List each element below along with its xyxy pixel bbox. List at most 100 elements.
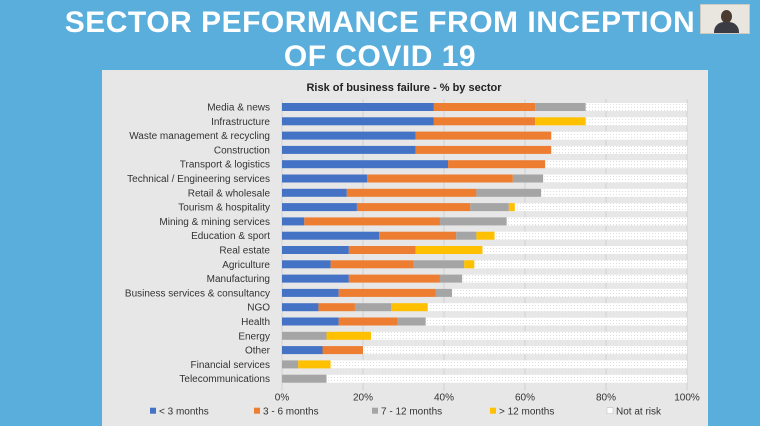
bar-segment — [456, 231, 477, 240]
bar-segment — [476, 231, 495, 240]
category-label: Health — [241, 317, 270, 328]
bar-segment — [439, 274, 463, 283]
bar-segment — [551, 131, 687, 140]
bar-segment — [282, 203, 357, 212]
category-label: Retail & wholesale — [188, 188, 271, 199]
bar-segment — [282, 145, 416, 154]
category-label: Construction — [214, 145, 270, 156]
bar-segment — [282, 246, 349, 254]
bar-segment — [391, 303, 428, 312]
bar-segment — [415, 246, 483, 254]
presenter-body — [714, 22, 739, 33]
bar-segment — [494, 231, 687, 240]
bar-segment — [508, 203, 515, 212]
category-label: Transport & logistics — [180, 160, 270, 171]
x-tick-label: 80% — [596, 393, 616, 404]
bar-segment — [585, 103, 687, 111]
bar-segment — [433, 103, 536, 111]
chart-panel: Risk of business failure - % by sector M… — [102, 70, 708, 426]
category-label: Energy — [238, 331, 270, 342]
legend-label: 7 - 12 months — [381, 407, 442, 418]
bar-segment — [338, 317, 398, 326]
bar-segment — [543, 174, 687, 183]
bar-segment — [282, 131, 416, 140]
legend-label: > 12 months — [499, 407, 554, 418]
bar-segment — [379, 231, 457, 240]
bar-segment — [282, 360, 299, 369]
bar-segment — [462, 274, 687, 283]
bar-segment — [330, 260, 414, 269]
bar-segment — [282, 274, 349, 283]
legend-label: 3 - 6 months — [263, 407, 319, 418]
legend-swatch — [372, 407, 378, 414]
bar-segment — [356, 203, 471, 212]
bar-segment — [282, 160, 449, 169]
bar-segment — [397, 317, 426, 326]
category-label: Waste management & recycling — [129, 131, 270, 142]
bar-segment — [427, 303, 687, 312]
legend-swatch — [490, 407, 496, 414]
bar-segment — [326, 331, 372, 340]
bar-segment — [282, 331, 327, 340]
bar-segment — [415, 131, 552, 140]
bar-segment — [448, 160, 546, 169]
legend-label: < 3 months — [159, 407, 209, 418]
bar-segment — [413, 260, 465, 269]
bar-segment — [470, 203, 509, 212]
bar-segment — [348, 274, 440, 283]
bar-segment — [282, 174, 368, 183]
x-tick-label: 100% — [674, 393, 700, 404]
bar-segment — [282, 117, 434, 126]
bar-segment — [415, 145, 552, 154]
bar-segment — [298, 360, 331, 369]
presenter-webcam-thumbnail — [700, 4, 750, 34]
bar-segment — [282, 231, 380, 240]
bar-segment — [512, 174, 544, 183]
category-label: Agriculture — [222, 260, 270, 271]
bar-segment — [535, 103, 586, 111]
risk-chart: Risk of business failure - % by sector M… — [102, 70, 708, 426]
legend-swatch — [150, 407, 156, 414]
category-label: Manufacturing — [207, 274, 270, 285]
bar-segment — [439, 217, 507, 226]
bar-segment — [435, 288, 453, 297]
category-label: Financial services — [191, 360, 270, 371]
presenter-head — [721, 10, 732, 23]
x-tick-label: 20% — [353, 393, 373, 404]
category-label: Tourism & hospitality — [178, 203, 270, 214]
bar-segment — [282, 374, 327, 383]
category-label: Business services & consultancy — [125, 288, 270, 299]
bar-segment — [367, 174, 513, 183]
bar-segment — [585, 117, 687, 126]
category-label: NGO — [247, 303, 270, 314]
bar-segment — [545, 160, 687, 169]
bar-segment — [338, 288, 436, 297]
bar-segment — [326, 374, 687, 383]
bar-segment — [282, 303, 319, 312]
legend-swatch — [254, 407, 260, 414]
bar-segment — [474, 260, 687, 269]
bar-segment — [322, 346, 363, 355]
bar-segment — [282, 188, 347, 197]
category-label: Infrastructure — [211, 117, 270, 128]
bar-segment — [346, 188, 477, 197]
category-label: Education & sport — [191, 231, 270, 242]
x-tick-label: 60% — [515, 393, 535, 404]
bar-segment — [482, 246, 687, 254]
bar-segment — [282, 260, 331, 269]
bar-segment — [433, 117, 536, 126]
category-label: Mining & mining services — [159, 217, 270, 228]
category-label: Technical / Engineering services — [127, 174, 270, 185]
bar-segment — [354, 303, 392, 312]
bar-segment — [551, 145, 687, 154]
bar-segment — [282, 346, 323, 355]
bar-segment — [371, 331, 687, 340]
bar-segment — [363, 346, 687, 355]
slide-title: SECTOR PEFORMANCE FROM INCEPTION OF COVI… — [64, 6, 696, 73]
category-label: Other — [245, 346, 271, 357]
bar-segment — [304, 217, 440, 226]
x-tick-label: 40% — [434, 393, 454, 404]
legend-swatch — [606, 407, 614, 414]
bar-segment — [452, 288, 687, 297]
bar-segment — [318, 303, 355, 312]
